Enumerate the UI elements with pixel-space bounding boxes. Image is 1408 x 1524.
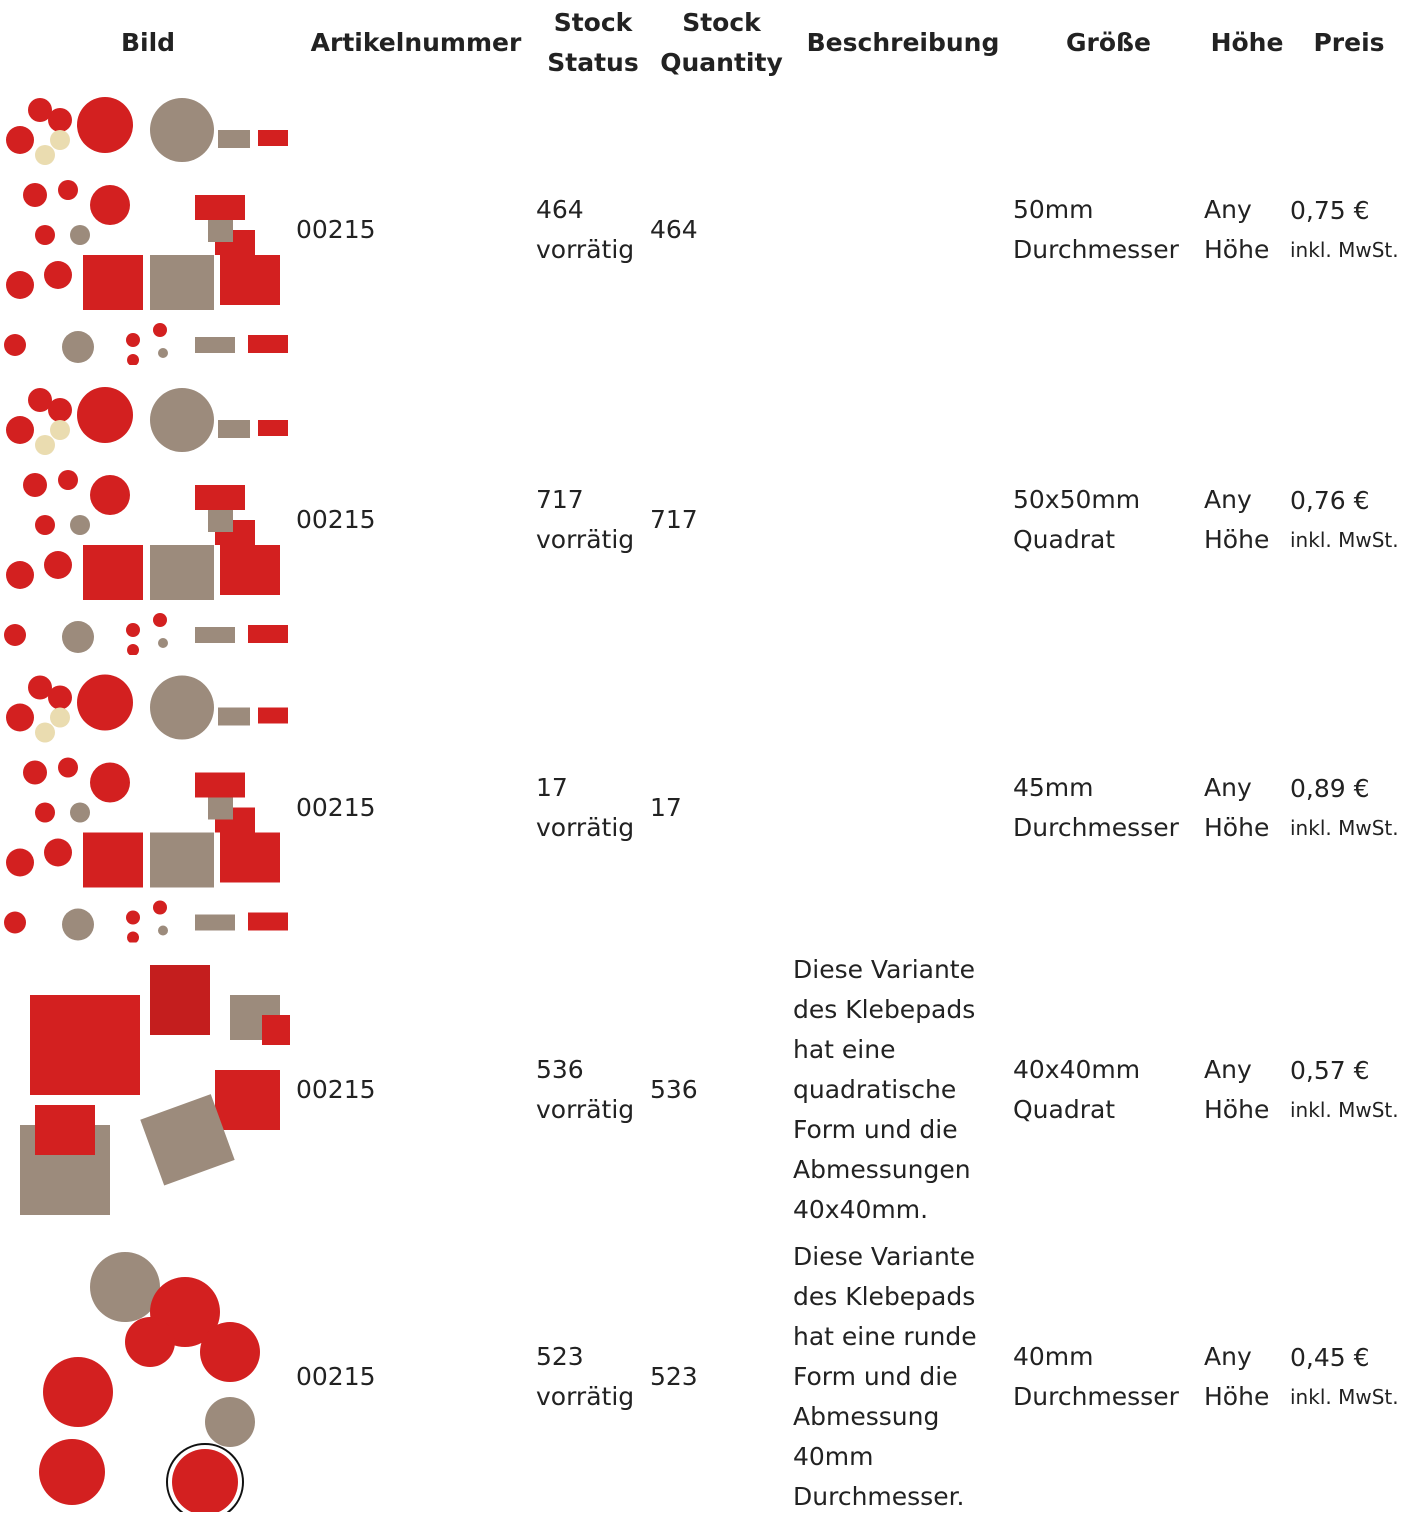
- description-text: Diese Variante des Klebepads hat eine ru…: [793, 1242, 977, 1511]
- column-header: Beschreibung: [806, 27, 1000, 57]
- column-header: Preis: [1313, 27, 1385, 57]
- price: 0,76 €: [1290, 486, 1370, 515]
- product-row: 00215 536 vorrätig 536 Diese Variante des K…: [0, 950, 1408, 1230]
- price: 0,89 €: [1290, 773, 1370, 803]
- size: 40mm Durchmesser: [1013, 1342, 1179, 1411]
- stock-status: 536 vorrätig: [536, 1055, 635, 1124]
- tax-note: inkl. MwSt.: [1290, 1385, 1399, 1409]
- tax-note: inkl. MwSt.: [1290, 528, 1399, 552]
- height: Any Höhe: [1204, 195, 1270, 264]
- stock-status: 17 vorrätig: [536, 772, 635, 842]
- sku: 00215: [296, 505, 376, 534]
- price-cell: 0,76 € inkl. MwSt.: [1290, 375, 1408, 665]
- image-cell: [0, 665, 296, 950]
- size: 45mm Durchmesser: [1013, 772, 1179, 842]
- description: Diese Variante des Klebepads hat eine qu…: [793, 950, 1013, 1230]
- stock-status: 717 vorrätig: [536, 485, 635, 554]
- height: Any Höhe: [1204, 485, 1270, 554]
- column-header: Stock Status: [547, 7, 639, 77]
- price-cell: 0,75 € inkl. MwSt.: [1290, 85, 1408, 375]
- stock-quantity: 536: [650, 1075, 698, 1104]
- column-header: Stock Quantity: [660, 7, 783, 77]
- sku: 00215: [296, 215, 376, 244]
- column-header: Bild: [120, 27, 176, 57]
- stock-quantity: 523: [650, 1362, 698, 1391]
- description-text: Diese Variante des Klebepads hat eine qu…: [793, 955, 976, 1224]
- column-header: Größe: [1066, 27, 1151, 57]
- product-image: [0, 670, 290, 945]
- column-header: Höhe: [1210, 27, 1284, 57]
- price: 0,57 €: [1290, 1056, 1370, 1085]
- height: Any Höhe: [1204, 772, 1270, 842]
- height: Any Höhe: [1204, 1055, 1270, 1124]
- description: [793, 665, 1013, 950]
- product-image: [0, 90, 290, 370]
- header-row: Bild Artikelnummer Stock Status Stock Quant…: [0, 0, 1408, 85]
- column-header: Artikelnummer: [310, 27, 522, 57]
- stock-status: 464 vorrätig: [536, 195, 635, 264]
- stock-quantity: 17: [650, 792, 682, 822]
- tax-note: inkl. MwSt.: [1290, 1098, 1399, 1122]
- product-row: 00215 464 vorrätig 464 50mm Durchmesser Any …: [0, 85, 1408, 375]
- sku: 00215: [296, 1075, 376, 1104]
- image-cell: [0, 375, 296, 665]
- stock-quantity: 717: [650, 505, 698, 534]
- sku: 00215: [296, 792, 376, 822]
- tax-note: inkl. MwSt.: [1290, 238, 1399, 262]
- price: 0,45 €: [1290, 1343, 1370, 1372]
- description: [793, 375, 1013, 665]
- height: Any Höhe: [1204, 1342, 1270, 1411]
- stock-quantity: 464: [650, 215, 698, 244]
- image-cell: [0, 950, 296, 1230]
- price-cell: 0,89 € inkl. MwSt.: [1290, 665, 1408, 950]
- stock-status: 523 vorrätig: [536, 1342, 635, 1411]
- size: 40x40mm Quadrat: [1013, 1055, 1141, 1124]
- description: Diese Variante des Klebepads hat eine ru…: [793, 1230, 1013, 1524]
- price-cell: 0,57 € inkl. MwSt.: [1290, 950, 1408, 1230]
- size: 50x50mm Quadrat: [1013, 485, 1141, 554]
- product-image: [0, 955, 290, 1225]
- price: 0,75 €: [1290, 196, 1370, 225]
- price-cell: 0,45 € inkl. MwSt.: [1290, 1230, 1408, 1524]
- description: [793, 85, 1013, 375]
- image-cell: [0, 85, 296, 375]
- tax-note: inkl. MwSt.: [1290, 815, 1399, 840]
- sku: 00215: [296, 1362, 376, 1391]
- size: 50mm Durchmesser: [1013, 195, 1179, 264]
- product-row: 00215 523 vorrätig 523 Diese Variante des K…: [0, 1230, 1408, 1524]
- product-row: 00215 717 vorrätig 717 50x50mm Quadrat Any H…: [0, 375, 1408, 665]
- product-image: [0, 380, 290, 660]
- product-row: 00215 17 vorrätig 17 45mm Durchmesser Any Hö…: [0, 665, 1408, 950]
- product-image: [0, 1235, 290, 1519]
- image-cell: [0, 1230, 296, 1524]
